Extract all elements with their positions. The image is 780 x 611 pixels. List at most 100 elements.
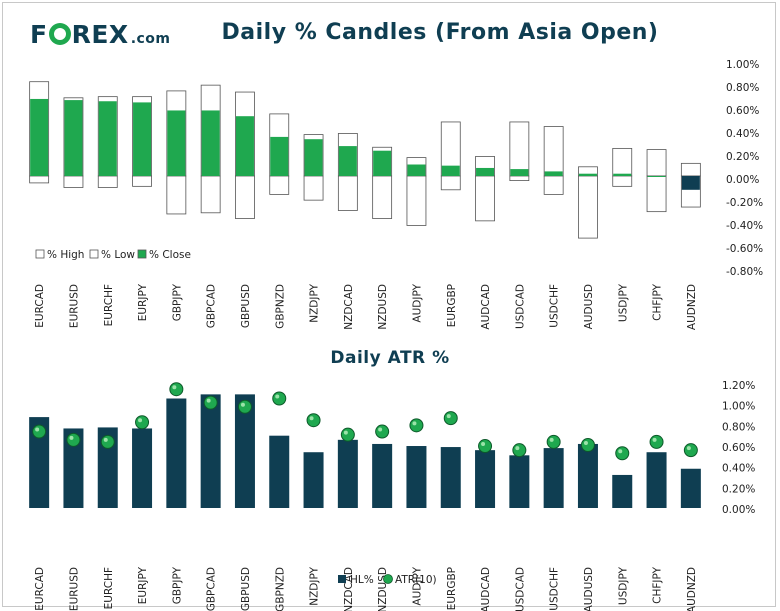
atr-marker-highlight xyxy=(103,437,108,442)
low-bar xyxy=(337,175,358,211)
hl-bar xyxy=(29,417,50,508)
y-tick-label: 1.20% xyxy=(722,380,755,392)
close-bar xyxy=(304,139,323,176)
legend-label: % High xyxy=(47,249,84,261)
close-bar xyxy=(30,98,49,176)
category-label: AUDJPY xyxy=(411,283,423,322)
close-bar xyxy=(235,116,254,176)
low-bar xyxy=(475,175,495,222)
close-bar xyxy=(270,136,289,176)
logo-circle-icon xyxy=(48,23,71,45)
low-bar xyxy=(303,175,324,201)
close-bar xyxy=(476,167,495,176)
hl-bar xyxy=(166,398,187,508)
low-bar xyxy=(269,175,290,195)
atr-marker xyxy=(66,432,81,447)
y-tick-label: 0.00% xyxy=(726,174,759,186)
category-label: NZDJPY xyxy=(309,283,321,322)
y-tick-label: 0.80% xyxy=(726,82,759,94)
category-label: EURGBP xyxy=(446,284,458,327)
y-tick-label: 0.20% xyxy=(722,483,755,495)
category-label: GBPNZD xyxy=(274,567,286,611)
hl-bar xyxy=(63,428,84,508)
atr-marker xyxy=(443,411,458,426)
close-bar xyxy=(201,110,220,176)
y-tick-label: -0.80% xyxy=(726,266,763,278)
category-label: USDJPY xyxy=(617,283,629,322)
category-label: GBPCAD xyxy=(206,567,218,611)
close-bar xyxy=(578,173,597,176)
hl-bar xyxy=(200,394,221,508)
atr-marker xyxy=(409,418,424,433)
hl-bar xyxy=(509,455,530,508)
close-bar xyxy=(407,164,426,176)
low-bar xyxy=(200,175,221,214)
close-bar xyxy=(338,146,357,176)
atr-marker xyxy=(169,382,184,397)
atr-marker xyxy=(203,395,218,410)
hl-bar xyxy=(97,427,118,508)
atr-marker-highlight xyxy=(138,418,143,423)
close-bar xyxy=(647,176,666,177)
category-label: EURUSD xyxy=(68,567,80,611)
category-label: EURCAD xyxy=(34,284,46,328)
close-bar xyxy=(510,169,529,176)
atr-marker-highlight xyxy=(583,440,588,445)
close-bar xyxy=(373,150,392,176)
hl-bar xyxy=(132,428,153,508)
close-bar xyxy=(167,110,186,176)
hl-bar xyxy=(269,435,290,508)
hl-bar xyxy=(440,447,461,508)
y-tick-label: 1.00% xyxy=(722,401,755,413)
hl-bar xyxy=(577,443,598,508)
close-bar xyxy=(64,100,83,176)
legend-swatch xyxy=(137,249,147,259)
y-tick-label: 0.40% xyxy=(722,463,755,475)
atr-marker-highlight xyxy=(412,421,417,426)
y-tick-label: -0.60% xyxy=(726,243,763,255)
atr-marker xyxy=(580,437,595,452)
category-label: AUDNZD xyxy=(686,567,698,611)
category-label: EURGBP xyxy=(446,567,458,610)
close-bar xyxy=(441,165,460,176)
low-bar xyxy=(235,175,255,219)
y-tick-label: 0.00% xyxy=(722,504,755,516)
close-bar xyxy=(544,171,563,176)
category-label: EURCAD xyxy=(34,567,46,611)
low-bar xyxy=(612,175,633,187)
atr-marker-highlight xyxy=(481,442,486,447)
hl-bar xyxy=(680,468,701,508)
category-label: AUDUSD xyxy=(583,284,595,329)
y-tick-label: 0.60% xyxy=(726,105,759,117)
low-bar xyxy=(372,175,393,219)
category-label: GBPUSD xyxy=(240,567,252,611)
category-label: USDCHF xyxy=(549,284,561,328)
high-bar xyxy=(646,149,667,177)
legend-label: % Low xyxy=(101,249,135,261)
category-label: USDCHF xyxy=(549,567,561,611)
category-label: AUDUSD xyxy=(583,567,595,611)
category-label: USDCAD xyxy=(514,567,526,611)
category-label: CHFJPY xyxy=(652,283,664,320)
y-tick-label: -0.40% xyxy=(726,220,763,232)
atr-marker xyxy=(478,439,493,454)
hl-bar xyxy=(406,446,427,508)
low-bar xyxy=(406,175,427,226)
atr-marker-highlight xyxy=(35,427,40,432)
atr-marker xyxy=(683,443,698,458)
legend-swatch xyxy=(338,575,346,583)
atr-marker-highlight xyxy=(309,416,314,421)
y-tick-label: -0.20% xyxy=(726,197,763,209)
atr-marker-highlight xyxy=(343,430,348,435)
atr-marker xyxy=(546,434,561,449)
category-label: EURUSD xyxy=(68,284,80,328)
atr-marker xyxy=(375,424,390,439)
close-bar xyxy=(133,102,152,176)
legend-label: HL% xyxy=(350,574,374,586)
high-bar xyxy=(612,147,633,177)
forex-logo: F REX .com xyxy=(30,20,171,49)
atr-marker-highlight xyxy=(652,437,657,442)
low-bar xyxy=(29,175,50,184)
